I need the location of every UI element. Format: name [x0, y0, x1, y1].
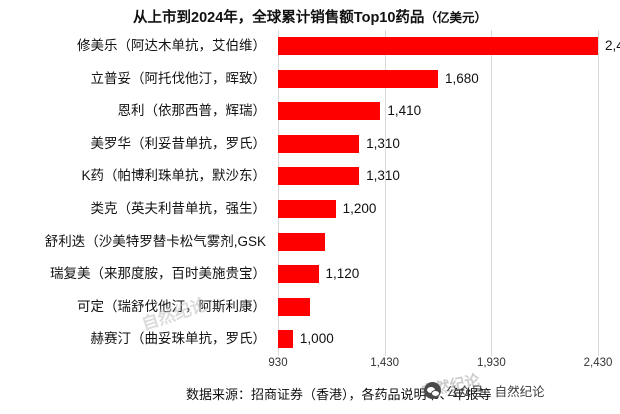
wechat-icon: [424, 382, 441, 399]
bar-row: [278, 226, 598, 259]
bar-row: 1,410: [278, 95, 598, 128]
bar-row: 1,310: [278, 128, 598, 161]
bar-row: 2,430: [278, 30, 620, 63]
bar-row: 1,680: [278, 63, 598, 96]
bar: [278, 102, 381, 121]
category-label: 修美乐（阿达木单抗，艾伯维）: [77, 38, 266, 53]
gridline: [598, 30, 599, 356]
category-label: 类克（英夫利昔单抗，强生）: [90, 201, 267, 216]
bar: [278, 265, 319, 284]
wechat-label: 公众号 · 自然纪论: [446, 385, 545, 399]
bar: [278, 330, 293, 349]
bar: [278, 69, 438, 88]
bar: [278, 232, 325, 251]
category-label: 可定（瑞舒伐他汀，阿斯利康）: [77, 298, 266, 314]
bar-row: [278, 291, 598, 324]
bar-row: 1,310: [278, 160, 598, 193]
bar: [278, 37, 598, 55]
bar-value-label: 1,200: [342, 201, 377, 216]
chart-title: 从上市到2024年，全球累计销售额Top10药品（亿美元）: [0, 6, 620, 27]
bar-value-label: 1,000: [299, 331, 334, 347]
wechat-badge: 公众号 · 自然纪论: [424, 381, 545, 400]
gridline: [278, 30, 279, 356]
bar-value-label: 1,310: [366, 135, 400, 151]
bar: [278, 200, 336, 218]
bar: [278, 297, 310, 316]
x-tick-label: 930: [268, 357, 288, 369]
x-tick-label: 2,430: [583, 357, 613, 369]
category-label: 瑞复美（来那度胺，百时美施贵宝）: [50, 266, 266, 282]
bar-value-label: 1,310: [366, 168, 400, 184]
plot-area: 2,430 1,680 1,410 1,310 1,310 1,200 1,120 1,000: [278, 30, 620, 356]
category-label: 恩利（依那西普，辉瑞）: [117, 103, 267, 119]
bar-row: 1,120: [278, 258, 598, 291]
gridline: [384, 30, 386, 356]
bar-value-label: 1,120: [325, 266, 360, 282]
x-tick-label: 1,930: [476, 357, 506, 369]
x-tick-label: 1,430: [370, 357, 400, 369]
bar-value-label: 1,680: [445, 70, 479, 86]
bar-row: 1,200: [278, 193, 598, 226]
chart-title-text: 从上市到2024年，全球累计销售额Top10药品: [133, 10, 425, 26]
source-note: 数据来源：招商证券（香港），各药品说明书、年报等: [186, 387, 492, 402]
x-axis-ticks: 930 1,430 1,930 2,430: [268, 357, 612, 375]
gridline: [491, 30, 493, 356]
bar-value-label: 2,430: [605, 38, 620, 53]
category-label: 舒利迭（沙美特罗替卡松气雾剂,GSK: [44, 233, 266, 249]
category-label: 美罗华（利妥昔单抗，罗氏）: [90, 135, 267, 151]
category-label: K药（帕博利珠单抗，默沙东）: [81, 168, 266, 184]
bar-value-label: 1,410: [387, 103, 422, 119]
category-label: 立普妥（阿托伐他汀，晖致）: [90, 70, 267, 86]
bar: [278, 134, 360, 153]
chart-title-unit: （亿美元）: [424, 11, 487, 25]
category-label: 赫赛汀（曲妥珠单抗，罗氏）: [90, 331, 267, 347]
bar: [278, 167, 360, 186]
category-axis-labels: 修美乐（阿达木单抗，艾伯维） 立普妥（阿托伐他汀，晖致） 恩利（依那西普，辉瑞） 美罗…: [0, 30, 272, 356]
bar-row: 1,000: [278, 323, 598, 356]
